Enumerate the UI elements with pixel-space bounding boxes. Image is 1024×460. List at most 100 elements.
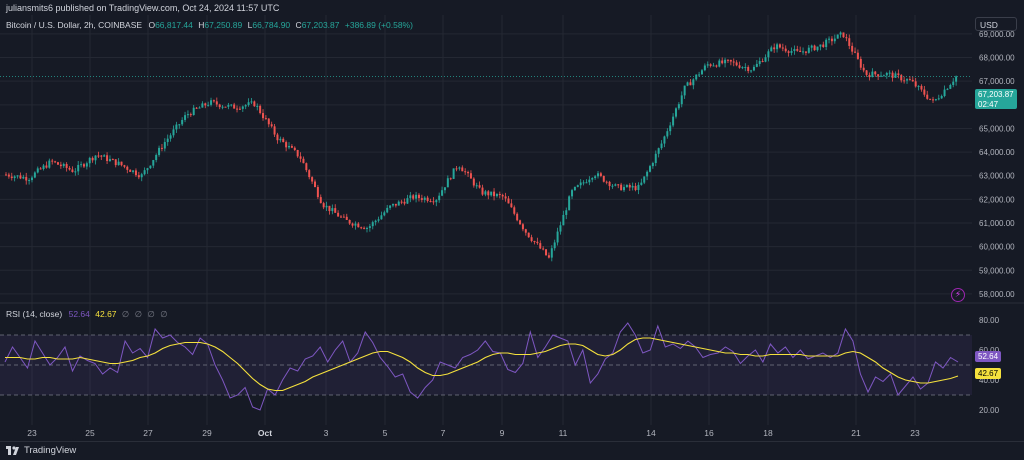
candle [562, 210, 565, 226]
candle [337, 210, 340, 217]
candle-body [646, 171, 649, 177]
candle-body [108, 159, 111, 162]
candle-body [937, 98, 940, 100]
candle-body [643, 176, 646, 183]
candle [819, 44, 822, 51]
candle-body [360, 227, 363, 229]
rsi-tick-label: 20.00 [979, 406, 1000, 415]
candle [810, 44, 813, 52]
candle-body [377, 219, 380, 221]
candle [152, 159, 155, 169]
price-axis[interactable]: 58,000.00 59,000.00 60,000.00 61,000.00 62,0… [979, 30, 1015, 299]
candle-body [943, 89, 946, 97]
candle [426, 195, 429, 203]
candle-body [562, 214, 565, 226]
candle-body [85, 163, 88, 167]
candle [282, 137, 285, 143]
candle [290, 144, 293, 149]
candle [478, 181, 481, 189]
symbol-name[interactable]: Bitcoin / U.S. Dollar, 2h, COINBASE [6, 20, 143, 30]
candle-body [776, 44, 779, 50]
candle [825, 38, 828, 51]
candle [588, 176, 591, 186]
candle-body [169, 135, 172, 139]
candle-body [793, 49, 796, 51]
candle [865, 70, 868, 77]
candle [221, 104, 224, 110]
candle-body [533, 241, 536, 243]
candle [314, 179, 317, 188]
candle-body [22, 176, 25, 179]
candle-body [585, 182, 588, 184]
candle-body [82, 164, 85, 167]
candle [660, 140, 663, 150]
candle-body [493, 191, 496, 197]
candle [932, 96, 935, 103]
candle [804, 51, 807, 56]
candle [210, 97, 213, 107]
lightning-bolt-icon[interactable]: ⚡ [951, 288, 965, 302]
candle [339, 214, 342, 218]
candle-body [363, 227, 366, 229]
candle-body [259, 105, 262, 114]
candle-body [582, 182, 585, 184]
candle-body [339, 216, 342, 218]
candle [758, 57, 761, 67]
candle-body [328, 205, 331, 212]
candle [533, 240, 536, 245]
candle-body [553, 242, 556, 249]
brand[interactable]: TradingView [6, 445, 76, 456]
candle-body [854, 51, 857, 53]
candle-body [478, 185, 481, 188]
candle [669, 122, 672, 136]
candle [796, 45, 799, 52]
time-axis[interactable]: 23 25 27 29 Oct 3 5 7 9 11 14 16 18 21 23 [27, 428, 920, 438]
candle-body [654, 153, 657, 164]
candle [547, 252, 550, 259]
candle-body [7, 174, 10, 177]
candle-body [446, 178, 449, 188]
rsi-indicator-name[interactable]: RSI (14, close) [6, 309, 63, 319]
candle [348, 219, 351, 225]
candle-body [732, 61, 735, 63]
currency-button[interactable]: USD [975, 17, 1017, 31]
candle-body [316, 187, 319, 198]
candle [536, 237, 539, 245]
candle-body [568, 196, 571, 211]
candle [134, 168, 137, 177]
candle-body [250, 101, 253, 103]
candle-body [380, 215, 383, 220]
candle [793, 45, 796, 55]
candle-body [802, 51, 805, 53]
candle [238, 106, 241, 111]
rsi-value-tag: 52.64 [975, 351, 1001, 362]
candle-body [305, 163, 308, 171]
time-tick-label: 25 [85, 428, 95, 438]
candle [594, 174, 597, 180]
candle [218, 103, 221, 110]
symbol-legend: Bitcoin / U.S. Dollar, 2h, COINBASE O66,… [6, 20, 416, 30]
candle [900, 74, 903, 83]
candle [186, 110, 189, 119]
rsi-tick-label: 60.00 [979, 346, 1000, 355]
candle [868, 72, 871, 81]
candle [484, 189, 487, 197]
candle-body [755, 63, 758, 67]
candle [126, 165, 129, 174]
candle-body [264, 118, 267, 120]
rsi-axis[interactable]: 20.00 40.00 60.00 80.00 [979, 316, 1000, 415]
candle [383, 210, 386, 217]
candle-body [181, 119, 184, 125]
candle-body [571, 190, 574, 197]
candle [747, 65, 750, 74]
price-tick-label: 65,000.00 [979, 124, 1015, 133]
candle-body [845, 37, 848, 39]
candle [689, 78, 692, 86]
candle-body [856, 52, 859, 59]
candle-body [218, 104, 221, 108]
candle-body [666, 131, 669, 137]
candle-body [230, 104, 233, 106]
candle-body [813, 45, 816, 51]
candle-body [175, 124, 178, 130]
